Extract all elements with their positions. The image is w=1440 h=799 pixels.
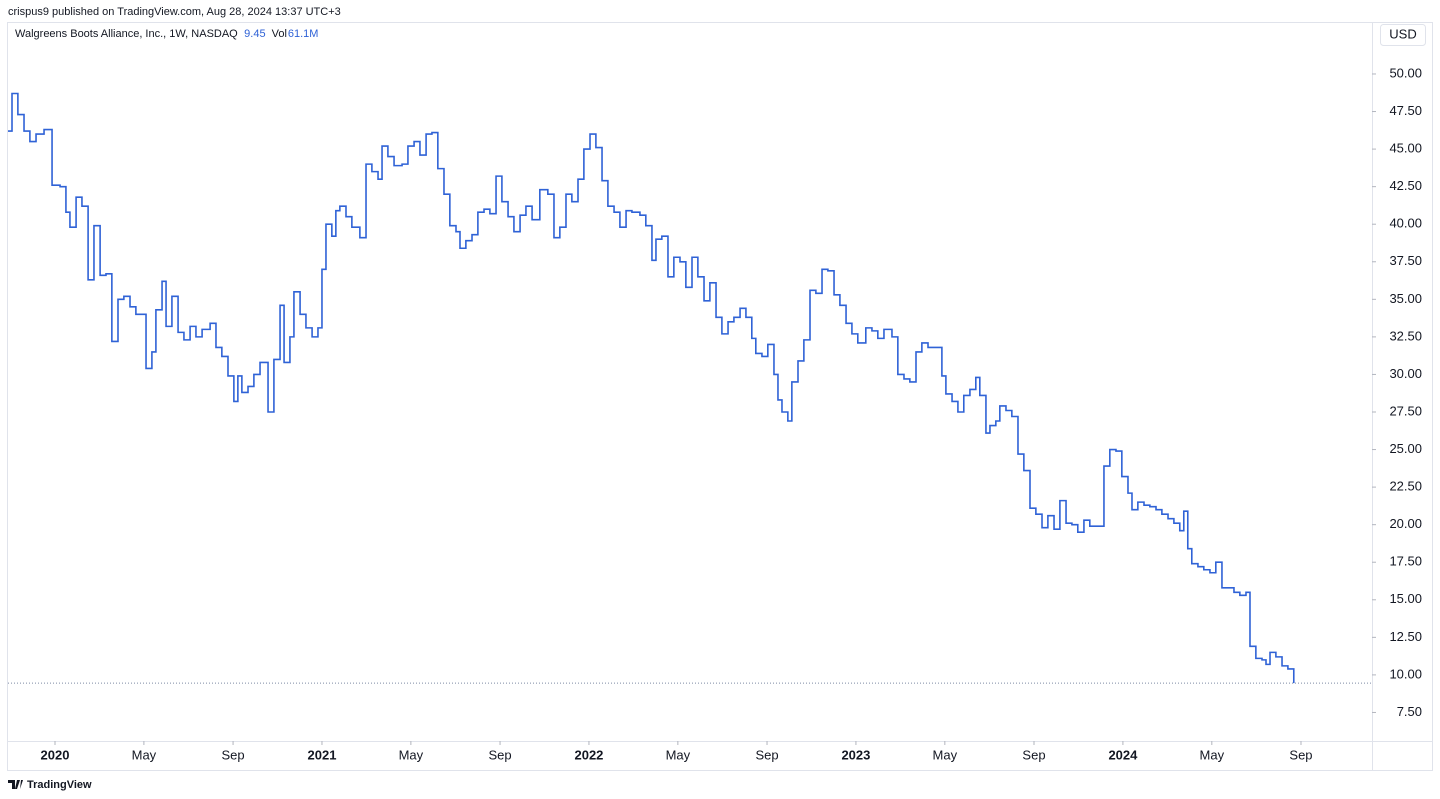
x-tick-label: 2024 (1108, 747, 1138, 762)
currency-box (1380, 24, 1426, 46)
chart-frame (7, 22, 1433, 771)
y-tick-label: 27.50 (1389, 403, 1422, 418)
y-tick-label: 40.00 (1389, 216, 1422, 231)
header: crispus9 published on TradingView.com, A… (8, 6, 341, 18)
volume-label: Vol (272, 28, 287, 40)
y-tick-label: 10.00 (1389, 666, 1422, 681)
y-tick-label: 45.00 (1389, 141, 1422, 156)
y-tick-label: 32.50 (1389, 328, 1422, 343)
x-tick-label: May (933, 747, 958, 762)
y-tick-label: 20.00 (1389, 516, 1422, 531)
y-tick-label: 50.00 (1389, 65, 1422, 80)
y-tick-label: 37.50 (1389, 253, 1422, 268)
x-tick-label: Sep (755, 747, 778, 762)
last-price: 9.45 (244, 28, 265, 40)
currency: USD (1389, 26, 1416, 41)
y-tick-label: 25.00 (1389, 441, 1422, 456)
symbol-title: Walgreens Boots Alliance, Inc., 1W, NASD… (15, 28, 238, 40)
y-tick-label: 47.50 (1389, 103, 1422, 118)
x-tick-label: Sep (221, 747, 244, 762)
x-tick-label: 2022 (574, 747, 603, 762)
x-tick-label: Sep (1289, 747, 1312, 762)
x-tick-label: May (1200, 747, 1225, 762)
x-tick-label: May (132, 747, 157, 762)
y-tick-label: 12.50 (1389, 629, 1422, 644)
x-tick-label: May (666, 747, 691, 762)
x-tick-label: 2021 (308, 747, 337, 762)
x-tick-label: 2023 (841, 747, 870, 762)
footer-brand: TradingView (27, 779, 92, 791)
x-tick-label: 2020 (41, 747, 70, 762)
y-tick-label: 7.50 (1397, 704, 1422, 719)
tv-logo (8, 780, 23, 789)
y-tick-label: 35.00 (1389, 291, 1422, 306)
x-tick-label: May (399, 747, 424, 762)
x-tick-label: Sep (1022, 747, 1045, 762)
y-tick-label: 22.50 (1389, 479, 1422, 494)
price-line (8, 92, 1295, 684)
y-tick-label: 30.00 (1389, 366, 1422, 381)
y-tick-label: 15.00 (1389, 591, 1422, 606)
y-tick-label: 17.50 (1389, 554, 1422, 569)
x-tick-label: Sep (488, 747, 511, 762)
volume-value: 61.1M (288, 28, 319, 40)
y-tick-label: 42.50 (1389, 178, 1422, 193)
